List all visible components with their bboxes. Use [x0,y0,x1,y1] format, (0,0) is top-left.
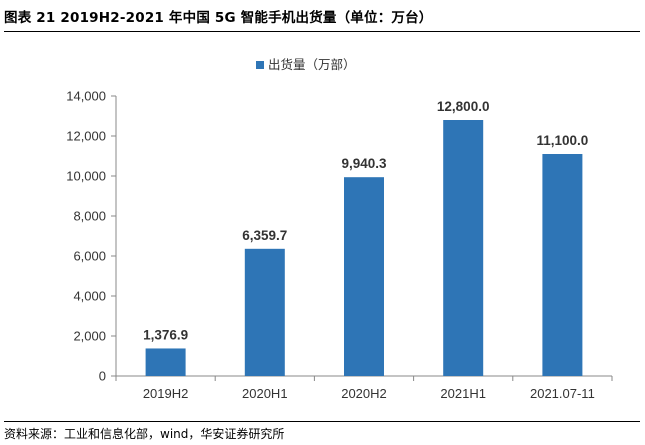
title-divider [4,31,640,32]
data-label: 11,100.0 [536,133,588,148]
y-tick-label: 0 [99,369,106,384]
chart-title: 图表 21 2019H2-2021 年中国 5G 智能手机出货量（单位：万台） [4,10,433,26]
bars [145,120,583,376]
data-label: 12,800.0 [437,99,490,114]
data-label: 1,376.9 [143,327,188,342]
x-tick-label: 2021.07-11 [530,386,595,401]
bar-chart: 出货量（万部） 0 2,000 4,000 6,000 8,000 10,000 12,00… [66,57,613,401]
x-tick-label: 2020H2 [341,386,387,401]
y-tick-label: 4,000 [73,289,106,304]
data-label: 9,940.3 [341,156,387,171]
y-tick-label: 14,000 [66,89,106,104]
y-tick-label: 2,000 [73,329,106,344]
bar [443,120,484,376]
y-tick-label: 6,000 [73,249,106,264]
data-labels: 1,376.9 6,359.7 9,940.3 12,800.0 11,100.0 [143,99,588,342]
axes: 0 2,000 4,000 6,000 8,000 10,000 12,000 14,000 2… [66,89,613,401]
source-note: 资料来源：工业和信息化部，wind，华安证券研究所 [4,427,285,441]
legend-label: 出货量（万部） [268,57,356,72]
data-label: 6,359.7 [242,228,287,243]
footer-divider [4,421,640,422]
bar [344,177,384,376]
legend: 出货量（万部） [256,57,356,72]
y-tick-label: 12,000 [66,129,106,144]
x-tick-label: 2020H1 [242,386,288,401]
x-tick-label: 2019H2 [143,386,189,401]
bar [244,248,285,376]
y-tick-label: 10,000 [66,169,106,184]
bar [542,154,583,376]
legend-swatch [256,61,264,69]
y-tick-label: 8,000 [73,209,106,224]
x-tick-label: 2021H1 [440,386,486,401]
bar [145,348,186,376]
